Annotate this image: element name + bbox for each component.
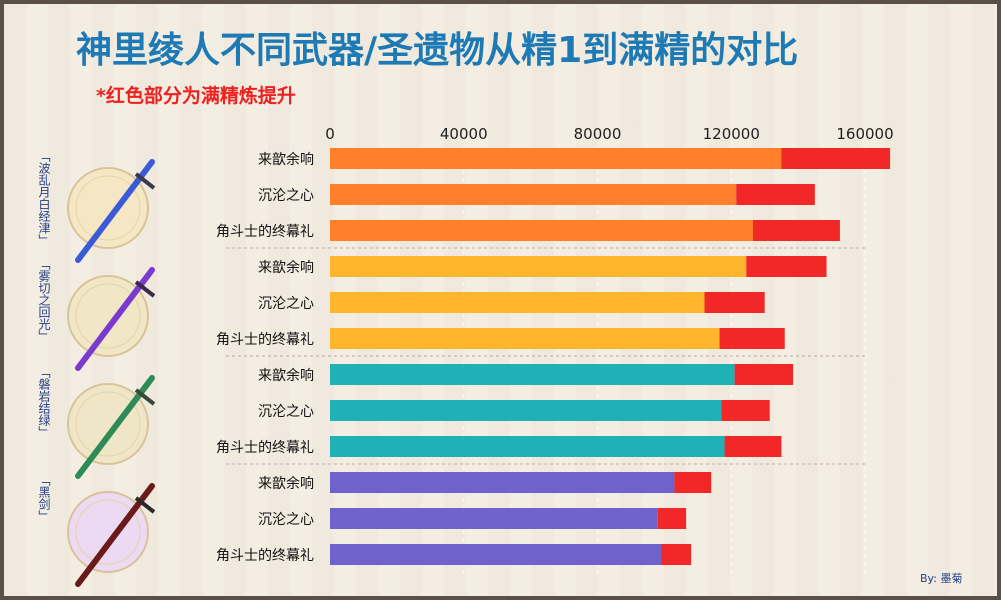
- weapon-badge-circle: [67, 167, 149, 249]
- category-label: 来歆余响: [258, 259, 314, 276]
- weapon-badge-ring: [75, 499, 141, 565]
- bar-refine-gain: [674, 472, 712, 493]
- bar-base: [330, 148, 782, 169]
- bars-layer: [330, 148, 891, 565]
- weapon-portrait: 「黑剑」: [37, 474, 156, 587]
- bar-base: [330, 184, 737, 205]
- weapon-badge-circle: [67, 491, 149, 573]
- x-tick-label: 80000: [574, 125, 622, 143]
- category-label: 角斗士的终幕礼: [216, 440, 314, 456]
- category-label: 沉沦之心: [258, 404, 314, 420]
- weapon-badge-circle: [67, 275, 149, 357]
- bar-base: [330, 544, 662, 565]
- weapon-badge-ring: [75, 391, 141, 457]
- x-tick-label: 40000: [440, 125, 488, 143]
- category-label: 角斗士的终幕礼: [216, 224, 314, 240]
- weapon-name: 「雾切之回光」: [37, 258, 51, 342]
- weapon-badge-ring: [75, 283, 141, 349]
- bar-refine-gain: [781, 148, 891, 169]
- category-label: 角斗士的终幕礼: [216, 332, 314, 348]
- bar-base: [330, 256, 747, 277]
- bar-refine-gain: [661, 544, 692, 565]
- category-label: 沉沦之心: [258, 512, 314, 528]
- tick-labels: 0 40000 80000 120000 160000: [325, 125, 893, 143]
- bar-base: [330, 328, 720, 349]
- bar-base: [330, 508, 658, 529]
- chart-subtitle: *红色部分为满精炼提升: [96, 84, 296, 107]
- chart-title: 神里绫人不同武器/圣遗物从精1到满精的对比: [76, 30, 798, 71]
- sword-guard-icon: [134, 172, 156, 190]
- bar-refine-gain: [746, 256, 827, 277]
- weapon-name: 「磐岩结绿」: [37, 366, 51, 438]
- bar-base: [330, 220, 753, 241]
- bar-base: [330, 364, 735, 385]
- sword-guard-icon: [134, 496, 156, 514]
- category-label: 来歆余响: [258, 151, 314, 168]
- bar-refine-gain: [734, 364, 794, 385]
- bar-refine-gain: [657, 508, 687, 529]
- bar-refine-gain: [721, 400, 770, 421]
- bar-base: [330, 472, 675, 493]
- weapon-name: 「波乱月白经津」: [37, 150, 51, 246]
- bar-base: [330, 292, 705, 313]
- weapon-name: 「黑剑」: [37, 474, 51, 522]
- weapon-badge-ring: [75, 175, 141, 241]
- bar-refine-gain: [724, 436, 782, 457]
- bar-base: [330, 436, 725, 457]
- grid-layer: [226, 146, 866, 574]
- weapons-layer: 「波乱月白经津」「雾切之回光」「磐岩结绿」「黑剑」: [37, 150, 156, 587]
- weapon-portrait: 「雾切之回光」: [37, 258, 156, 371]
- category-label: 来歆余响: [258, 367, 314, 384]
- weapon-portrait: 「磐岩结绿」: [37, 366, 156, 479]
- credit-text: By: 墨菊: [920, 572, 962, 585]
- bar-refine-gain: [704, 292, 765, 313]
- weapon-badge-circle: [67, 383, 149, 465]
- x-tick-label: 0: [325, 125, 335, 143]
- x-tick-label: 120000: [703, 125, 760, 143]
- sword-guard-icon: [134, 280, 156, 298]
- sword-guard-icon: [134, 388, 156, 406]
- category-label: 沉沦之心: [258, 188, 314, 204]
- category-labels: 来歆余响沉沦之心角斗士的终幕礼来歆余响沉沦之心角斗士的终幕礼来歆余响沉沦之心角斗…: [216, 151, 314, 564]
- bar-refine-gain: [752, 220, 840, 241]
- weapon-portrait: 「波乱月白经津」: [37, 150, 156, 263]
- bar-refine-gain: [736, 184, 815, 205]
- bar-refine-gain: [719, 328, 785, 349]
- category-label: 角斗士的终幕礼: [216, 548, 314, 564]
- chart: 神里绫人不同武器/圣遗物从精1到满精的对比 *红色部分为满精炼提升 「波乱月白经…: [37, 30, 962, 587]
- category-label: 沉沦之心: [258, 296, 314, 312]
- bar-base: [330, 400, 722, 421]
- x-tick-label: 160000: [836, 125, 893, 143]
- category-label: 来歆余响: [258, 475, 314, 492]
